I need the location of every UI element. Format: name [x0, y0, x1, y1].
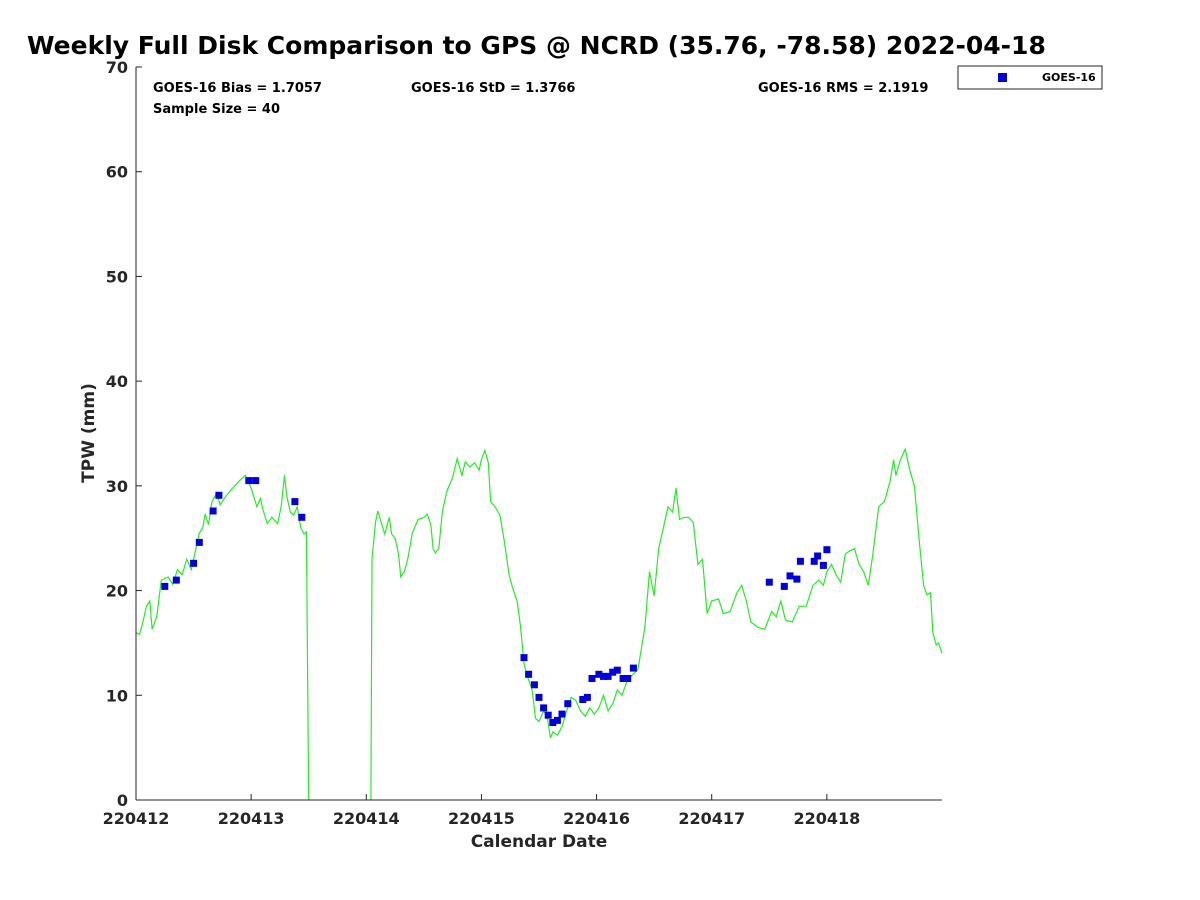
goes16-point [215, 491, 223, 499]
goes16-point [535, 693, 543, 701]
x-tick-label: 220415 [448, 809, 515, 828]
goes16-point [613, 666, 621, 674]
goes16-point [765, 578, 773, 586]
x-tick-label: 220414 [333, 809, 400, 828]
y-tick-label: 10 [106, 686, 128, 705]
goes16-point [600, 672, 607, 680]
goes16-point [619, 675, 627, 682]
goes16-point [793, 575, 801, 583]
x-tick-label: 220412 [103, 809, 170, 828]
gps-line-segment [135, 474, 310, 801]
goes16-point [161, 582, 169, 590]
y-tick-label: 70 [106, 58, 128, 77]
y-axis-label: TPW (mm) [79, 383, 99, 483]
y-tick-label: 0 [117, 791, 128, 810]
goes16-point [629, 664, 637, 672]
goes16-point [530, 681, 538, 689]
goes16-point [786, 572, 794, 580]
x-tick-label: 220413 [218, 809, 285, 828]
goes16-point [190, 559, 198, 567]
goes16-point [245, 477, 253, 485]
goes16-point [823, 546, 831, 554]
legend: GOES-16 [957, 65, 1103, 90]
goes16-point [583, 693, 591, 701]
goes16-point [525, 670, 533, 678]
y-tick-label: 30 [106, 477, 128, 496]
goes16-point [604, 672, 612, 680]
legend-box [957, 65, 1103, 90]
x-tick-label: 220416 [563, 809, 630, 828]
legend-marker-goes16 [998, 73, 1007, 82]
x-tick-label: 220418 [793, 809, 860, 828]
gps-line-segment [370, 447, 943, 801]
chart-title: Weekly Full Disk Comparison to GPS @ NCR… [27, 31, 1046, 60]
goes16-point [579, 696, 587, 703]
goes16-point [558, 710, 566, 718]
axes [135, 67, 942, 801]
goes16-point [544, 711, 552, 719]
goes16-point [564, 700, 572, 708]
goes16-point [298, 513, 306, 521]
x-axis-label: Calendar Date [471, 832, 608, 852]
stat-rms: GOES-16 RMS = 2.1919 [758, 81, 928, 96]
goes16-point [624, 675, 632, 682]
stat-sample-size: Sample Size = 40 [153, 102, 280, 117]
goes16-point [819, 561, 827, 569]
goes16-point [553, 716, 561, 724]
goes16-point [796, 557, 804, 565]
x-ticks: 220412 220413 220414 220415 220416 220417 2204… [103, 794, 860, 828]
goes16-point [588, 675, 596, 682]
goes16-point [540, 704, 548, 712]
goes16-point [172, 576, 180, 584]
goes16-point [291, 498, 299, 506]
legend-label-goes16: GOES-16 [1042, 71, 1096, 84]
goes16-point [780, 582, 788, 590]
x-tick-label: 220417 [678, 809, 745, 828]
plot-area [136, 67, 942, 800]
goes16-point [814, 552, 822, 560]
stat-std: GOES-16 StD = 1.3766 [411, 81, 575, 96]
goes16-point [810, 557, 818, 565]
stat-bias: GOES-16 Bias = 1.7057 [153, 81, 322, 96]
goes16-point [209, 507, 217, 515]
y-tick-label: 40 [106, 372, 128, 391]
goes16-point [595, 670, 603, 678]
y-tick-label: 50 [106, 267, 128, 286]
y-tick-label: 60 [106, 163, 128, 182]
goes16-point [252, 477, 260, 485]
series-layer [135, 447, 943, 801]
goes16-point [609, 668, 617, 676]
y-ticks: 0 10 20 30 40 50 60 70 [106, 58, 142, 810]
goes16-point [195, 538, 203, 546]
goes16-point [549, 719, 557, 726]
goes16-point [520, 654, 528, 662]
y-tick-label: 20 [106, 582, 128, 601]
